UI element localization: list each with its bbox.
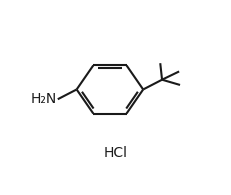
Text: HCl: HCl [103,146,127,160]
Text: H₂N: H₂N [30,92,57,106]
